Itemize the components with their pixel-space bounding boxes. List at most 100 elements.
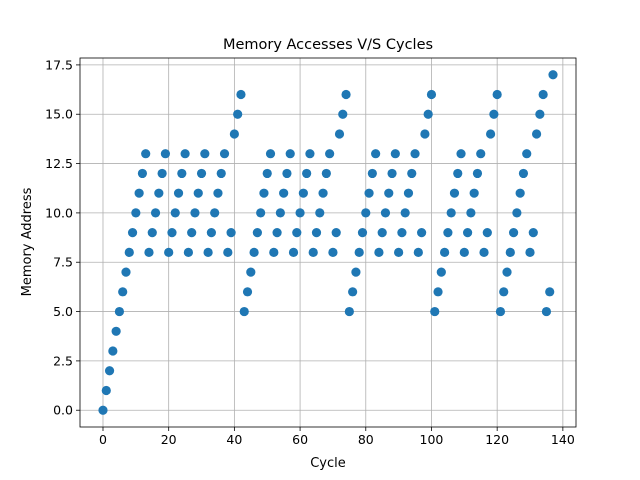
data-point	[190, 208, 200, 218]
data-point	[216, 168, 226, 179]
y-axis-ticks: 0.0 2.5 5.0 7.5 10.0 12.5 15.0 17.5	[45, 57, 80, 418]
data-point	[334, 129, 345, 139]
data-point	[150, 208, 161, 218]
y-tick-label: 17.5	[45, 57, 73, 72]
data-point	[213, 188, 223, 198]
data-point	[196, 168, 207, 179]
data-point	[226, 228, 236, 238]
x-tick-label: 100	[420, 432, 444, 447]
data-point	[492, 89, 502, 100]
data-point	[463, 228, 473, 238]
x-tick-label: 20	[161, 432, 177, 447]
data-point	[108, 346, 118, 356]
data-point	[420, 129, 430, 139]
x-tick-label: 60	[292, 432, 308, 447]
data-point	[430, 306, 440, 317]
data-point	[249, 247, 259, 257]
data-point	[407, 168, 417, 179]
data-point	[357, 228, 368, 238]
data-point	[308, 247, 318, 257]
data-point	[328, 247, 338, 257]
data-point	[344, 306, 354, 317]
y-tick-label: 7.5	[53, 255, 73, 270]
x-axis-label: Cycle	[310, 456, 346, 471]
data-point	[469, 188, 479, 198]
data-point	[518, 168, 529, 179]
x-axis-ticks: 0 20 40 60 80 100 120 140	[99, 427, 575, 447]
x-tick-label: 0	[99, 432, 107, 447]
data-point	[499, 287, 509, 297]
data-point	[311, 228, 322, 238]
x-tick-label: 80	[358, 432, 374, 447]
data-point	[124, 247, 134, 257]
data-point	[390, 149, 400, 159]
data-point	[302, 168, 312, 179]
data-point	[331, 228, 341, 238]
y-tick-label: 12.5	[45, 156, 73, 171]
y-tick-label: 10.0	[45, 205, 73, 220]
data-point	[505, 247, 515, 257]
data-point	[485, 129, 496, 139]
y-tick-label: 0.0	[53, 403, 73, 418]
data-point	[223, 247, 233, 257]
data-point	[512, 208, 522, 218]
grid-lines	[80, 58, 576, 427]
data-point	[101, 385, 111, 396]
data-point	[535, 109, 545, 119]
data-point	[292, 228, 302, 238]
data-point	[131, 208, 141, 218]
data-point	[545, 287, 555, 297]
data-point	[354, 247, 364, 257]
data-point	[170, 208, 180, 218]
data-point	[528, 228, 538, 238]
data-point	[361, 208, 371, 218]
data-point	[541, 306, 552, 317]
data-point	[364, 188, 374, 198]
data-point	[479, 247, 489, 257]
data-point	[164, 247, 174, 257]
data-point	[160, 149, 171, 159]
data-point	[476, 149, 486, 159]
y-tick-label: 15.0	[45, 107, 73, 122]
data-point	[403, 188, 414, 198]
data-point	[262, 168, 272, 179]
data-point	[400, 208, 410, 218]
x-tick-label: 120	[485, 432, 509, 447]
data-point	[265, 149, 276, 159]
data-point	[134, 188, 144, 198]
data-point	[242, 287, 253, 297]
data-point	[315, 208, 325, 218]
data-point	[183, 247, 193, 257]
data-point	[173, 188, 184, 198]
data-point	[482, 228, 492, 238]
data-point	[206, 228, 216, 238]
data-point	[380, 208, 391, 218]
data-point	[515, 188, 525, 198]
data-point	[397, 228, 407, 238]
data-point	[348, 287, 358, 297]
data-point	[531, 129, 542, 139]
data-point	[525, 247, 535, 257]
data-point	[167, 228, 177, 238]
data-point	[187, 228, 197, 238]
data-point	[236, 89, 246, 100]
data-point	[193, 188, 203, 198]
chart-title: Memory Accesses V/S Cycles	[223, 37, 433, 53]
data-point	[298, 188, 308, 198]
data-point	[147, 228, 157, 238]
data-point	[121, 267, 131, 277]
data-point	[443, 228, 453, 238]
data-point	[285, 149, 295, 159]
y-axis-label: Memory Address	[20, 187, 35, 296]
data-point	[338, 109, 348, 119]
data-point	[426, 89, 437, 100]
data-point	[203, 247, 213, 257]
data-point	[436, 267, 446, 277]
data-point	[256, 208, 266, 218]
plot-frame	[79, 57, 577, 428]
data-point	[410, 149, 420, 159]
data-point	[157, 168, 167, 179]
data-point	[371, 149, 381, 159]
data-point	[548, 70, 558, 80]
